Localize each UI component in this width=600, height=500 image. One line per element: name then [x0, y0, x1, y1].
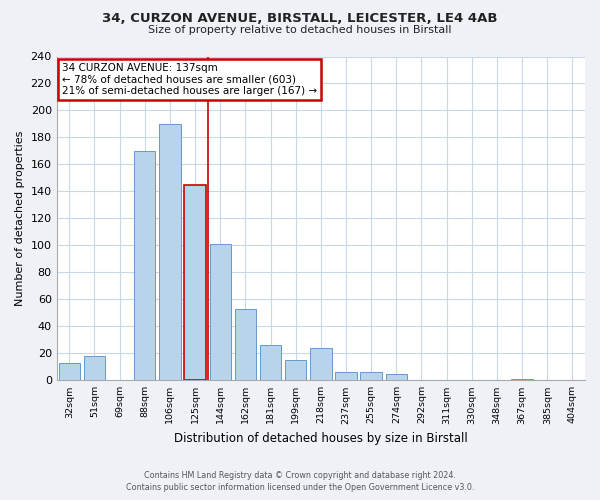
Bar — [335, 372, 356, 380]
Text: Contains HM Land Registry data © Crown copyright and database right 2024.
Contai: Contains HM Land Registry data © Crown c… — [126, 471, 474, 492]
Y-axis label: Number of detached properties: Number of detached properties — [15, 130, 25, 306]
Text: 34, CURZON AVENUE, BIRSTALL, LEICESTER, LE4 4AB: 34, CURZON AVENUE, BIRSTALL, LEICESTER, … — [102, 12, 498, 26]
Bar — [361, 372, 382, 380]
Text: 34 CURZON AVENUE: 137sqm
← 78% of detached houses are smaller (603)
21% of semi-: 34 CURZON AVENUE: 137sqm ← 78% of detach… — [62, 63, 317, 96]
Bar — [511, 379, 533, 380]
Bar — [184, 184, 206, 380]
X-axis label: Distribution of detached houses by size in Birstall: Distribution of detached houses by size … — [174, 432, 468, 445]
Bar — [134, 151, 155, 380]
Bar — [209, 244, 231, 380]
Bar — [310, 348, 332, 380]
Bar — [235, 309, 256, 380]
Text: Size of property relative to detached houses in Birstall: Size of property relative to detached ho… — [148, 25, 452, 35]
Bar — [84, 356, 105, 380]
Bar — [59, 363, 80, 380]
Bar — [159, 124, 181, 380]
Bar — [285, 360, 307, 380]
Bar — [260, 345, 281, 380]
Bar — [386, 374, 407, 380]
